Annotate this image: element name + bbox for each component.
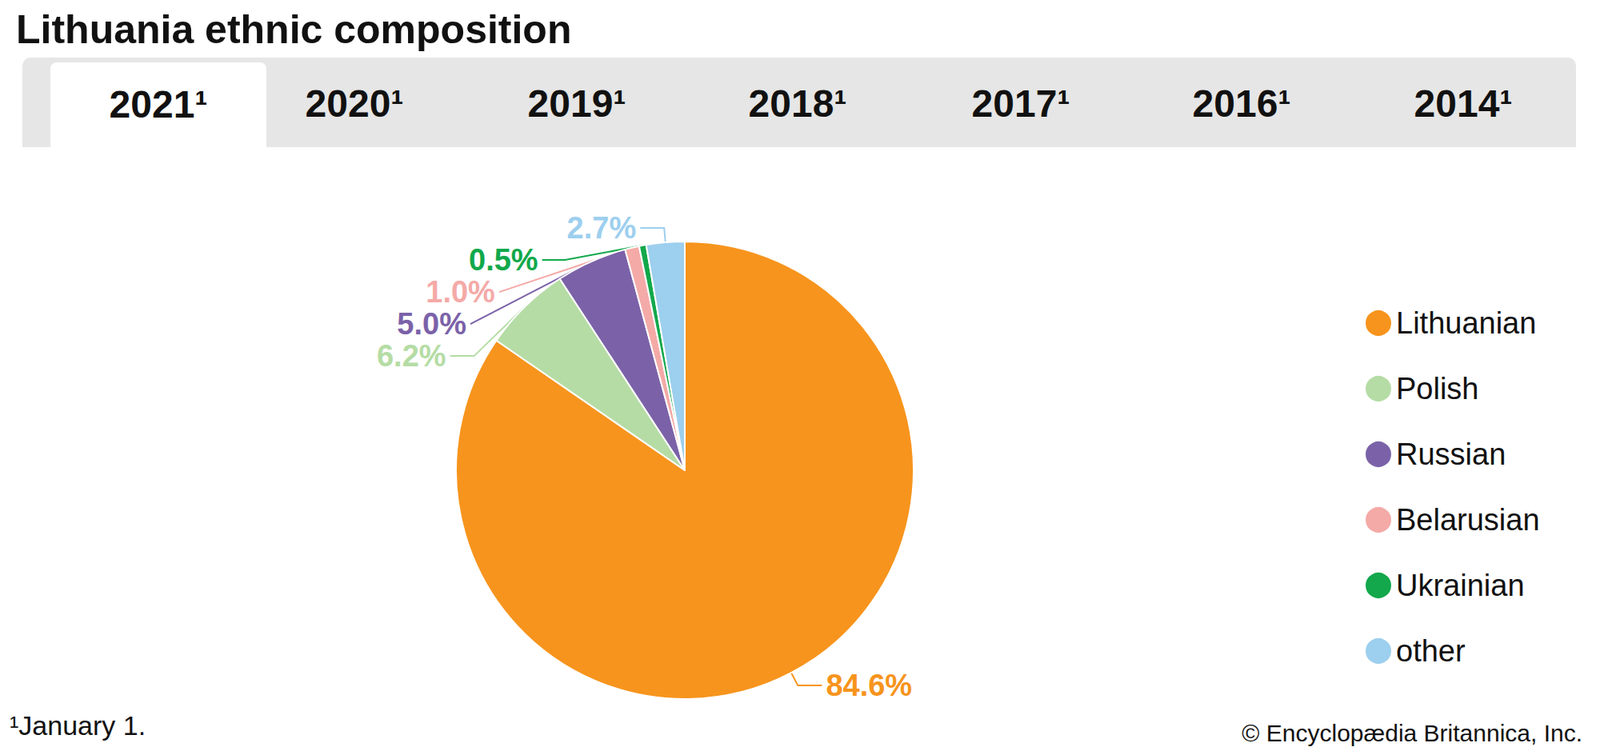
- svg-text:6.2%: 6.2%: [376, 339, 447, 373]
- svg-text:Lithuanian: Lithuanian: [1396, 306, 1536, 340]
- svg-text:Polish: Polish: [1396, 372, 1480, 406]
- html-text:2021¹: 2021¹: [109, 83, 208, 126]
- svg-text:5.0%: 5.0%: [396, 307, 467, 341]
- svg-text:0.5%: 0.5%: [468, 243, 539, 277]
- html-text:© Encyclopædia Britannica, Inc: © Encyclopædia Britannica, Inc.: [1241, 720, 1583, 747]
- html-text:2014¹: 2014¹: [1414, 82, 1513, 125]
- svg-text:2.7%: 2.7%: [567, 211, 637, 245]
- svg-text:Belarusian: Belarusian: [1396, 503, 1540, 537]
- html-text:2017¹: 2017¹: [971, 82, 1070, 125]
- svg-text:Ukrainian: Ukrainian: [1396, 568, 1525, 603]
- html-text:2020¹: 2020¹: [305, 82, 404, 125]
- html-text:2018¹: 2018¹: [748, 82, 847, 125]
- html-text:Lithuania ethnic composition: Lithuania ethnic composition: [16, 7, 572, 52]
- svg-text:other: other: [1396, 634, 1466, 668]
- svg-text:Russian: Russian: [1396, 437, 1506, 472]
- svg-text:1.0%: 1.0%: [425, 275, 496, 309]
- html-text:2019¹: 2019¹: [527, 82, 626, 125]
- svg-text:84.6%: 84.6%: [825, 668, 912, 703]
- html-text:¹January 1.: ¹January 1.: [9, 710, 146, 741]
- html-text:2016¹: 2016¹: [1192, 82, 1291, 125]
